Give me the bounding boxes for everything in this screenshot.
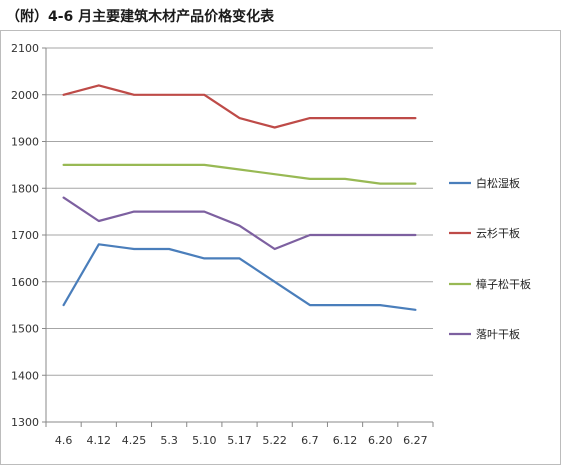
series-line-0: [62, 243, 417, 311]
y-tick-labels: 1300 1400 1500 1600 1700 1800 1900 2000 2100: [11, 42, 39, 429]
chart-frame: [0, 30, 561, 465]
series-line-3: [62, 196, 417, 251]
x-tick-label: 5.10: [192, 434, 217, 447]
x-tick-label: 6.12: [333, 434, 358, 447]
x-tick-label: 6.7: [301, 434, 319, 447]
series-lines: [62, 84, 417, 311]
series-line-2: [62, 163, 417, 185]
series-line-1: [62, 84, 417, 129]
chart-title: （附）4-6 月主要建筑木材产品价格变化表: [6, 9, 275, 25]
y-tick-label: 1700: [11, 229, 39, 242]
x-tick-label: 6.20: [368, 434, 393, 447]
legend-label: 白松湿板: [476, 176, 520, 190]
x-tick-label: 4.6: [55, 434, 73, 447]
y-tick-label: 1300: [11, 416, 39, 429]
axes: [42, 47, 434, 427]
x-tick-label: 4.12: [87, 434, 112, 447]
y-tick-label: 1600: [11, 276, 39, 289]
legend-label: 落叶干板: [476, 327, 520, 341]
x-tick-label: 4.25: [122, 434, 147, 447]
x-tick-label: 5.17: [227, 434, 252, 447]
y-tick-label: 1900: [11, 136, 39, 149]
y-tick-label: 2000: [11, 89, 39, 102]
legend-label: 樟子松干板: [476, 277, 531, 291]
legend-label: 云杉干板: [476, 226, 520, 240]
y-tick-label: 1400: [11, 369, 39, 382]
x-tick-label: 6.27: [403, 434, 428, 447]
y-tick-label: 2100: [11, 42, 39, 55]
y-tick-label: 1500: [11, 323, 39, 336]
x-tick-label: 5.3: [160, 434, 178, 447]
y-tick-label: 1800: [11, 182, 39, 195]
x-tick-label: 5.22: [262, 434, 287, 447]
x-tick-labels: 4.6 4.12 4.25 5.3 5.10 5.17 5.22 6.7 6.12 6.20 6.2…: [55, 434, 428, 447]
